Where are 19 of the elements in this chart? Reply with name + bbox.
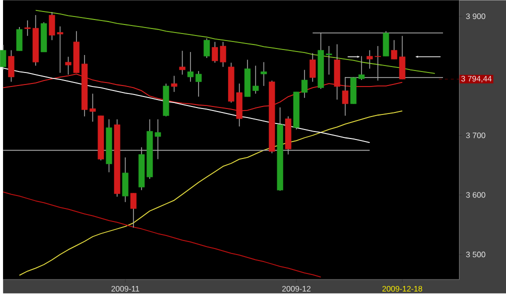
candlestick: [48, 12, 56, 41]
line-series: [2, 192, 322, 278]
candlestick: [301, 70, 308, 98]
candlestick: [179, 50, 186, 76]
candlestick: [187, 52, 194, 82]
candlestick: [16, 26, 22, 52]
candlestick: [212, 42, 218, 64]
candlestick: [204, 38, 210, 58]
candlestick: [196, 70, 202, 98]
candlestick: [130, 192, 137, 228]
candlestick: [171, 75, 178, 92]
candlestick: [0, 44, 6, 70]
candlestick: [57, 26, 64, 74]
candlestick: [260, 62, 267, 86]
candlestick: [310, 52, 316, 82]
candlestick: [220, 42, 226, 68]
candlestick: [122, 157, 128, 203]
candlestick: [8, 50, 14, 82]
candlestick: [252, 65, 259, 94]
